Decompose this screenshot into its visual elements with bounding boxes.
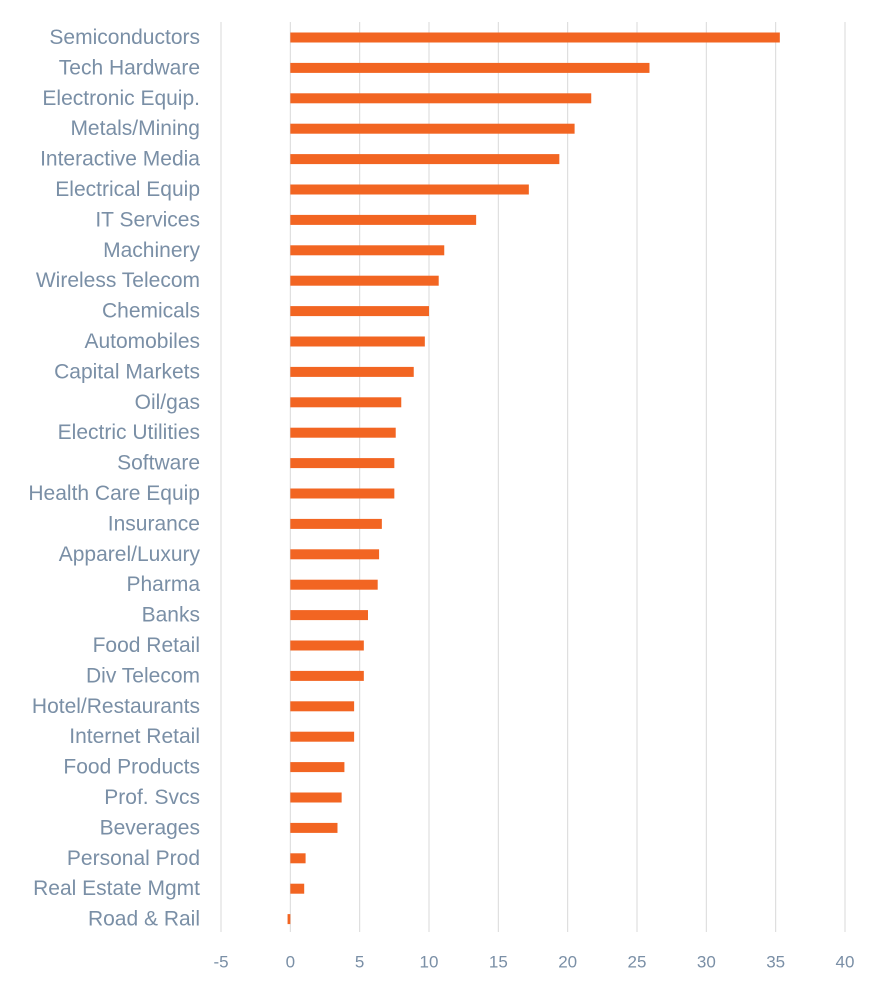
bar [290,366,414,377]
bar [290,336,425,347]
x-tick-label: 10 [420,953,439,972]
bar [290,731,355,742]
category-label: Real Estate Mgmt [33,877,200,900]
bar [290,214,477,225]
x-tick-label: 40 [836,953,855,972]
gridlines [220,22,846,932]
bar [290,518,382,529]
category-label: Semiconductors [49,26,200,49]
category-label: Food Products [63,756,200,779]
category-label: Hotel/Restaurants [32,695,200,718]
category-label: Machinery [103,239,200,262]
category-label: Health Care Equip [28,482,200,505]
bar [290,822,338,833]
bar [290,93,592,104]
bar [290,458,395,469]
bar [290,883,305,894]
x-axis-ticks: -5 0 5 10 15 20 25 30 35 40 [213,953,854,972]
bar [290,701,355,712]
bar [290,184,529,195]
bar [290,853,306,864]
category-label: Beverages [100,816,200,839]
x-tick-label: 20 [558,953,577,972]
category-label: Oil/gas [135,391,200,414]
category-label: Banks [142,604,200,627]
category-label: Wireless Telecom [36,269,200,292]
bar [290,549,380,560]
category-label: Electrical Equip [55,178,200,201]
x-tick-label: 5 [355,953,364,972]
bar [290,579,378,590]
bar [290,275,439,286]
bar [290,397,402,408]
category-labels: Semiconductors Tech Hardware Electronic Eq… [28,26,200,931]
bar [290,610,368,621]
category-label: Capital Markets [54,360,200,383]
category-label: Food Retail [93,634,200,657]
category-label: Prof. Svcs [104,786,200,809]
bar [290,640,364,651]
x-tick-label: -5 [213,953,228,972]
category-label: Interactive Media [40,148,200,171]
category-label: IT Services [95,208,200,231]
category-label: Tech Hardware [59,56,200,79]
bar [290,792,342,803]
x-tick-label: 25 [628,953,647,972]
category-label: Automobiles [84,330,200,353]
category-label: Metals/Mining [70,117,200,140]
bar [290,154,560,165]
x-tick-label: 15 [489,953,508,972]
bar [290,62,650,73]
bar [290,123,575,134]
category-label: Insurance [108,512,200,535]
bars [287,32,780,925]
bar [287,914,291,925]
category-label: Road & Rail [88,908,200,931]
category-label: Chemicals [102,300,200,323]
bar [290,306,429,317]
category-label: Personal Prod [67,847,200,870]
bar [290,488,395,499]
category-label: Software [117,452,200,475]
category-label: Apparel/Luxury [59,543,201,566]
category-label: Div Telecom [86,664,200,687]
x-tick-label: 30 [697,953,716,972]
category-label: Internet Retail [69,725,200,748]
x-tick-label: 35 [766,953,785,972]
bar [290,427,396,438]
bar [290,670,364,681]
bar [290,245,445,256]
category-label: Pharma [126,573,200,596]
x-tick-label: 0 [286,953,295,972]
bar [290,32,780,43]
category-label: Electronic Equip. [42,87,200,110]
bar [290,762,345,773]
category-label: Electric Utilities [58,421,200,444]
